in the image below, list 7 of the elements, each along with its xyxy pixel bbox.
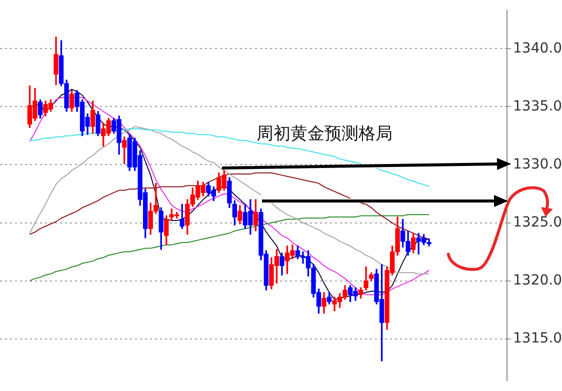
y-tick-label: 1330.0 — [513, 156, 562, 172]
y-tick-label: 1315.0 — [513, 330, 562, 346]
y-tick-label: 1320.0 — [513, 272, 562, 288]
y-tick-label: 1340.0 — [513, 40, 562, 56]
annotation: 周初黄金预测格局 — [256, 124, 392, 144]
y-tick-label: 1325.0 — [513, 214, 562, 230]
y-tick-label: 1335.0 — [513, 98, 562, 114]
